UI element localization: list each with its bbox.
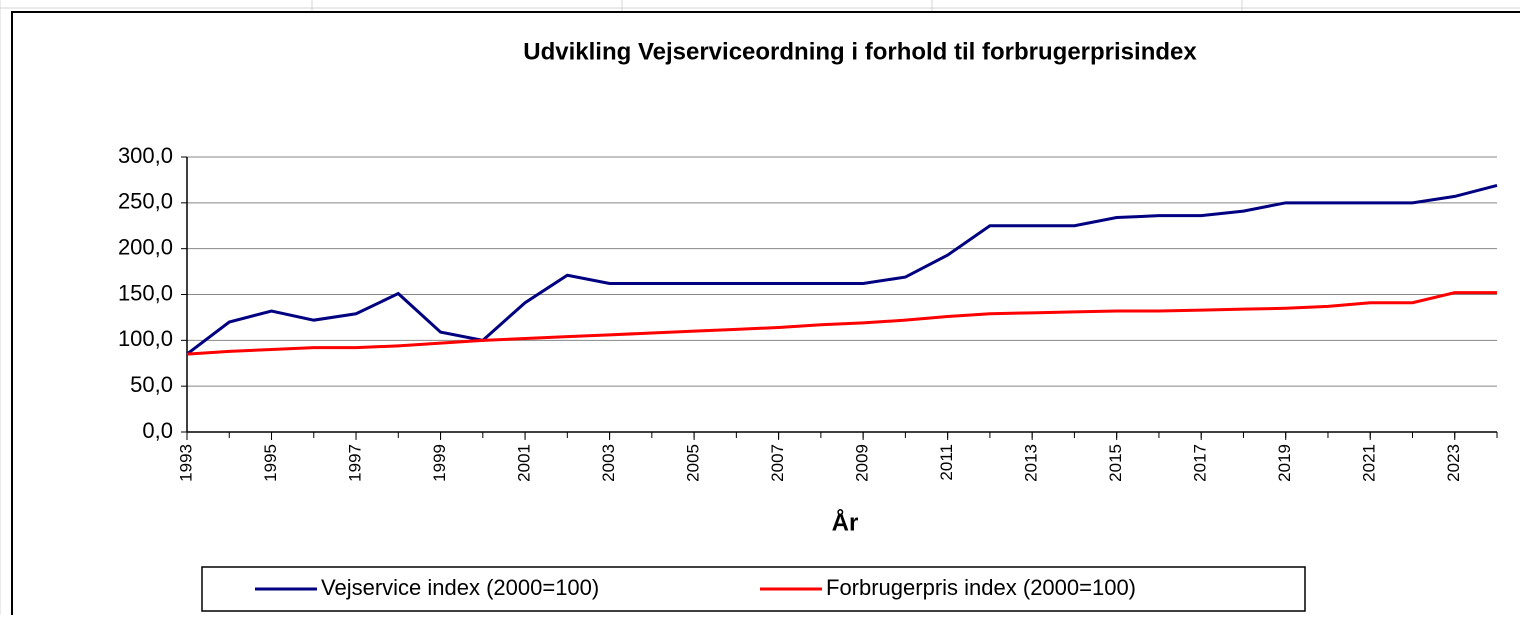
x-tick-label: 2023 [1444, 444, 1463, 482]
legend-label: Vejservice index (2000=100) [321, 575, 599, 600]
y-tick-label: 50,0 [130, 372, 173, 397]
x-tick-label: 2017 [1191, 444, 1210, 482]
series-line [186, 291, 1497, 356]
y-tick-label: 100,0 [118, 326, 173, 351]
x-tick-label: 2011 [937, 444, 956, 481]
x-tick-label: 2003 [599, 444, 618, 482]
y-tick-label: 200,0 [118, 234, 173, 259]
series-line [186, 183, 1498, 356]
x-tick-label: 1995 [261, 444, 280, 482]
x-tick-label: 2001 [515, 444, 534, 482]
legend [201, 566, 1306, 612]
y-tick-label: 250,0 [118, 189, 173, 214]
x-tick-label: 1993 [176, 444, 195, 482]
x-axis-label: År [832, 508, 859, 536]
x-tick-label: 2013 [1022, 444, 1041, 482]
chart-border [11, 11, 1520, 620]
x-tick-label: 2005 [684, 444, 703, 482]
x-tick-label: 2009 [853, 444, 872, 482]
x-tick-label: 2007 [768, 444, 787, 482]
y-tick-label: 0,0 [142, 418, 173, 443]
y-tick-label: 300,0 [118, 143, 173, 168]
x-tick-label: 2021 [1360, 444, 1379, 482]
x-tick-label: 1999 [430, 444, 449, 482]
y-tick-label: 150,0 [118, 280, 173, 305]
x-tick-label: 2019 [1275, 444, 1294, 482]
x-tick-label: 1997 [346, 444, 365, 482]
x-tick-label: 2015 [1106, 444, 1125, 482]
chart-title: Udvikling Vejserviceordning i forhold ti… [523, 38, 1197, 65]
legend-label: Forbrugerpris index (2000=100) [826, 575, 1136, 600]
